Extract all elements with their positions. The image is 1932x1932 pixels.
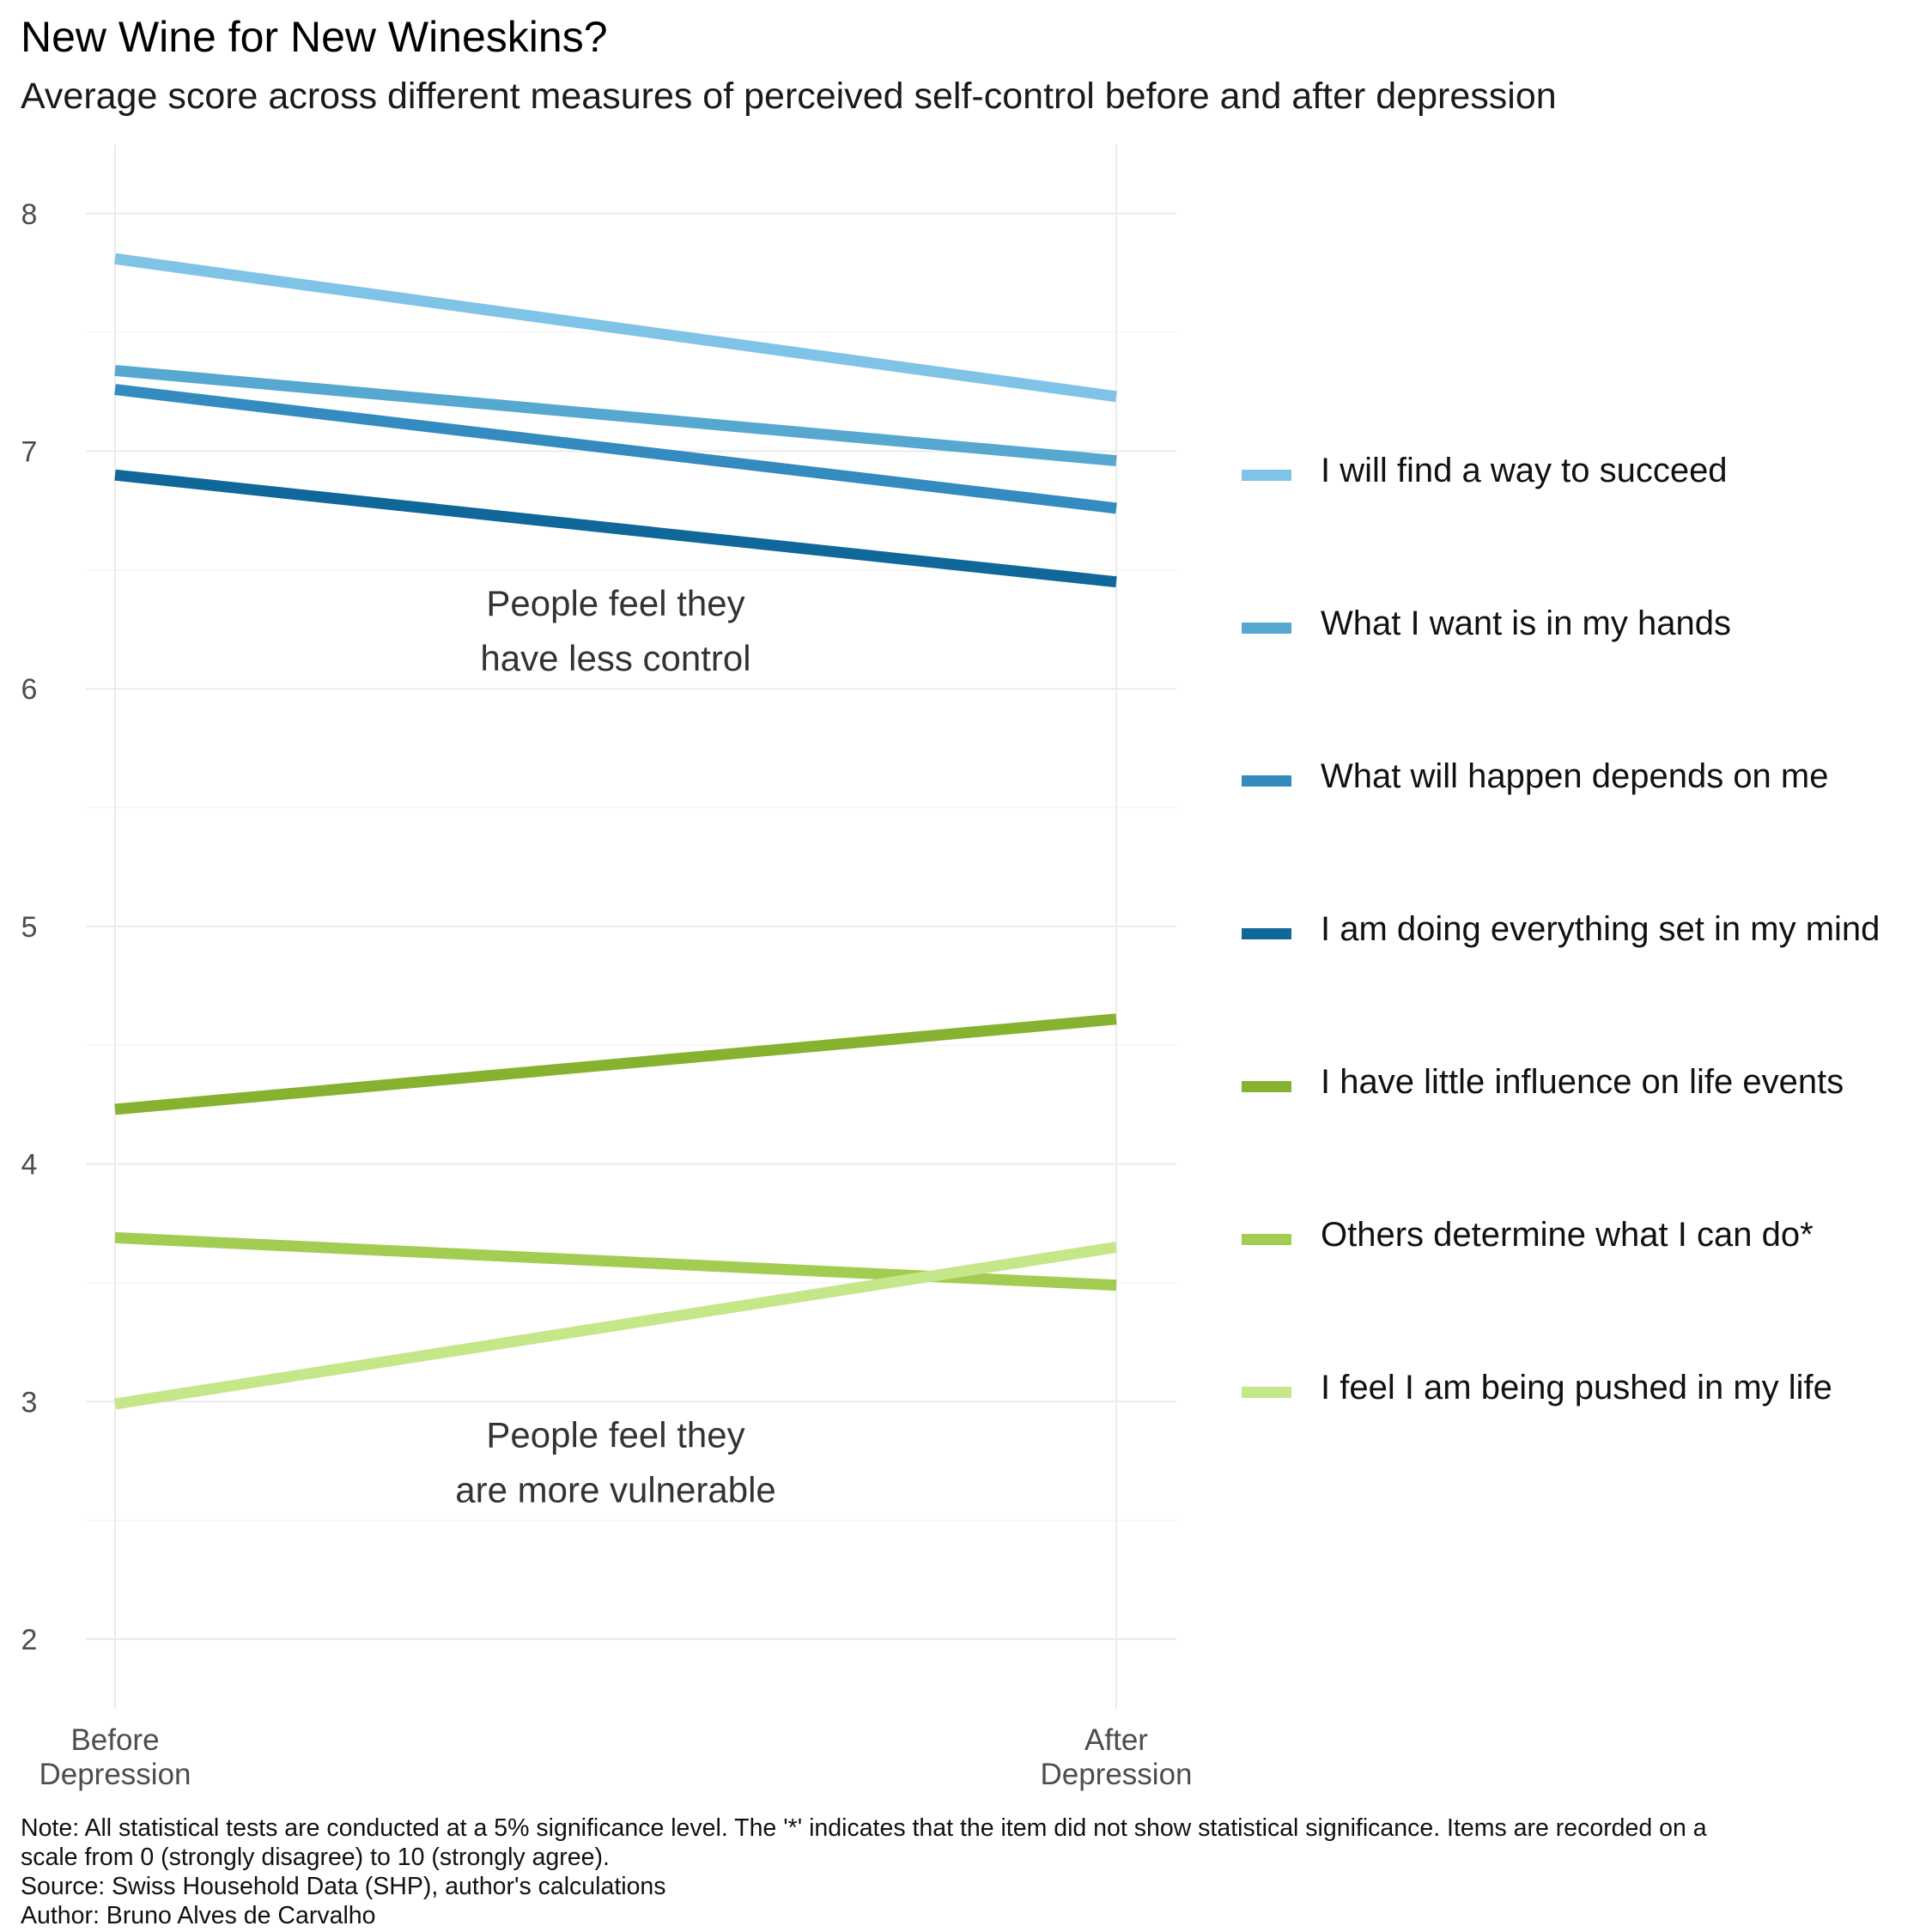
series-line-3 [114,384,1117,514]
chart-title: New Wine for New Wineskins? [21,13,608,61]
y-axis-tick-labels: 2 3 4 5 6 7 8 [21,198,38,1656]
footer-source: Source: Swiss Household Data (SHP), auth… [21,1873,666,1900]
legend-label: I have little influence on life events [1321,1063,1844,1101]
legend-label: I feel I am being pushed in my life [1321,1369,1832,1406]
legend-key-swatch [1242,1081,1291,1092]
series-lines [113,252,1118,1410]
legend-key-swatch [1242,1234,1291,1245]
footer-author: Author: Bruno Alves de Carvalho [21,1902,376,1929]
y-tick-label: 5 [21,911,38,944]
annotations: People feel they have less control People … [455,583,776,1510]
x-tick-label: Before Depression [39,1723,191,1791]
legend-label: I will find a way to succeed [1321,452,1728,489]
legend-label: Others determine what I can do* [1321,1216,1814,1254]
chart-footer: Note: All statistical tests are conducte… [21,1814,1910,1930]
legend-key-swatch [1242,470,1291,481]
series-line-7 [113,1242,1118,1410]
y-tick-label: 2 [21,1624,38,1656]
legend-key-swatch [1242,775,1291,787]
series-line-6 [114,1231,1117,1291]
legend-label: I am doing everything set in my mind [1321,910,1880,948]
x-axis-tick-labels: Before Depression After Depression [39,1723,1192,1791]
x-tick-label: After Depression [1040,1723,1192,1791]
y-tick-label: 8 [21,198,38,231]
footer-note-line2: scale from 0 (strongly disagree) to 10 (… [21,1844,610,1871]
series-line-5 [114,1013,1117,1115]
footer-note-line1: Note: All statistical tests are conducte… [21,1814,1707,1842]
legend-label: What will happen depends on me [1321,757,1829,795]
legend-label: What I want is in my hands [1321,605,1731,642]
series-line-2 [114,364,1117,467]
y-tick-label: 4 [21,1149,38,1182]
y-tick-label: 3 [21,1386,38,1419]
y-tick-label: 6 [21,673,38,706]
annotation-1: People feel they have less control [480,583,750,678]
series-line-4 [114,469,1117,588]
legend-key-swatch [1242,1387,1291,1398]
chart-subtitle: Average score across different measures … [21,76,1557,117]
legend-key-swatch [1242,623,1291,634]
annotation-2: People feel they are more vulnerable [455,1414,776,1510]
series-line-1 [114,252,1117,403]
y-tick-label: 7 [21,436,38,469]
legend-key-swatch [1242,928,1291,939]
